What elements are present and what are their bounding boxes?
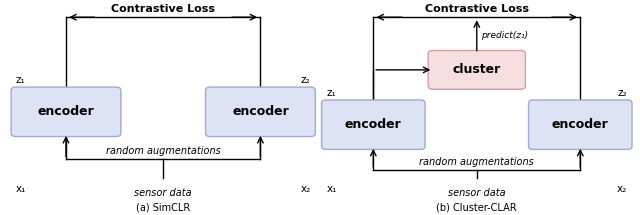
Text: Contrastive Loss: Contrastive Loss	[111, 4, 215, 14]
Text: x₂: x₂	[300, 184, 310, 194]
Text: encoder: encoder	[345, 118, 402, 131]
Text: random augmentations: random augmentations	[106, 146, 221, 156]
FancyBboxPatch shape	[205, 87, 316, 137]
Text: cluster: cluster	[452, 63, 501, 76]
Text: x₁: x₁	[326, 184, 337, 194]
Text: (a) SimCLR: (a) SimCLR	[136, 203, 190, 213]
Text: z₂: z₂	[301, 75, 310, 85]
Text: encoder: encoder	[232, 105, 289, 118]
Text: z₂: z₂	[618, 88, 627, 98]
Text: sensor data: sensor data	[448, 189, 506, 198]
Text: z₁: z₁	[326, 88, 336, 98]
FancyBboxPatch shape	[428, 51, 525, 89]
Text: (b) Cluster-CLAR: (b) Cluster-CLAR	[436, 203, 517, 213]
Text: x₁: x₁	[16, 184, 26, 194]
FancyBboxPatch shape	[11, 87, 121, 137]
Text: predict(z₁): predict(z₁)	[481, 31, 529, 40]
FancyBboxPatch shape	[321, 100, 425, 149]
Text: sensor data: sensor data	[134, 189, 192, 198]
Text: encoder: encoder	[38, 105, 94, 118]
Text: z₁: z₁	[16, 75, 26, 85]
FancyBboxPatch shape	[529, 100, 632, 149]
Text: random augmentations: random augmentations	[419, 157, 534, 167]
Text: x₂: x₂	[617, 184, 627, 194]
Text: encoder: encoder	[552, 118, 609, 131]
Text: Contrastive Loss: Contrastive Loss	[425, 4, 529, 14]
